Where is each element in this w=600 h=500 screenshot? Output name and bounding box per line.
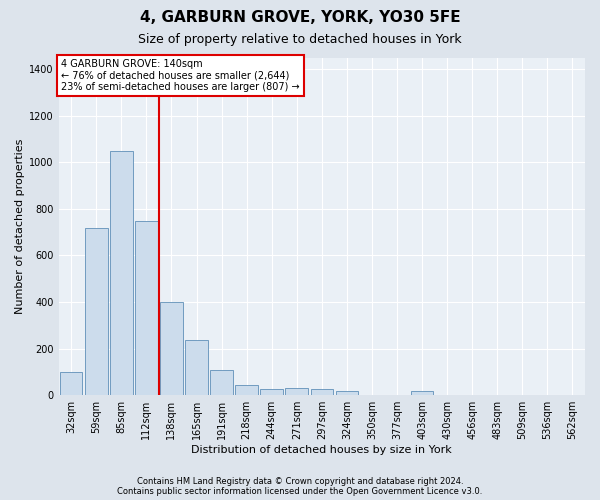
Y-axis label: Number of detached properties: Number of detached properties bbox=[15, 138, 25, 314]
Bar bbox=[260, 390, 283, 395]
Bar bbox=[335, 390, 358, 395]
Bar bbox=[411, 390, 433, 395]
Bar bbox=[311, 390, 333, 395]
Bar bbox=[210, 370, 233, 395]
Text: Contains public sector information licensed under the Open Government Licence v3: Contains public sector information licen… bbox=[118, 487, 482, 496]
Bar bbox=[110, 150, 133, 395]
Text: Size of property relative to detached houses in York: Size of property relative to detached ho… bbox=[138, 32, 462, 46]
Text: 4 GARBURN GROVE: 140sqm
← 76% of detached houses are smaller (2,644)
23% of semi: 4 GARBURN GROVE: 140sqm ← 76% of detache… bbox=[61, 59, 300, 92]
Bar bbox=[85, 228, 107, 395]
Bar bbox=[286, 388, 308, 395]
Bar bbox=[185, 340, 208, 395]
Bar bbox=[235, 384, 258, 395]
Text: 4, GARBURN GROVE, YORK, YO30 5FE: 4, GARBURN GROVE, YORK, YO30 5FE bbox=[140, 10, 460, 25]
Text: Contains HM Land Registry data © Crown copyright and database right 2024.: Contains HM Land Registry data © Crown c… bbox=[137, 477, 463, 486]
Bar bbox=[135, 220, 158, 395]
Bar bbox=[60, 372, 82, 395]
X-axis label: Distribution of detached houses by size in York: Distribution of detached houses by size … bbox=[191, 445, 452, 455]
Bar bbox=[160, 302, 183, 395]
